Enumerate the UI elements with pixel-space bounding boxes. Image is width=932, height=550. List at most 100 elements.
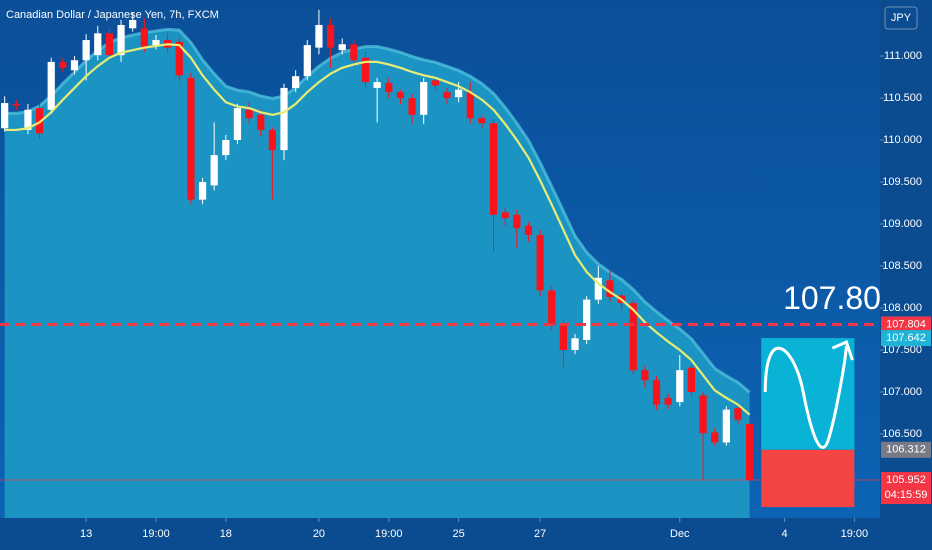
candle-body xyxy=(699,395,707,434)
candle-body xyxy=(501,212,509,219)
stop-zone xyxy=(761,449,855,508)
candle-body xyxy=(431,80,439,86)
candle-body xyxy=(711,432,719,443)
candle-body xyxy=(513,214,521,229)
price-label-box xyxy=(881,441,931,458)
candle-body xyxy=(1,103,9,129)
candle-body xyxy=(722,409,730,443)
price-label: 107.804 xyxy=(886,318,926,330)
chart-title: Canadian Dollar / Japanese Yen, 7h, FXCM xyxy=(6,9,219,21)
cloud-edge xyxy=(4,27,751,394)
candle-body xyxy=(94,33,102,56)
candle-body xyxy=(641,370,649,381)
candle-body xyxy=(198,182,207,200)
candle-body xyxy=(233,108,242,141)
candle-body xyxy=(629,302,637,371)
x-tick-label: 13 xyxy=(80,528,92,540)
wave-arrow xyxy=(763,345,848,449)
candle-body xyxy=(664,397,672,405)
x-tick-label: 20 xyxy=(313,528,325,540)
candle-body xyxy=(489,123,498,215)
price-label: 106.312 xyxy=(886,444,926,456)
y-tick-label: 106.500 xyxy=(882,428,922,440)
candle-body xyxy=(373,82,381,88)
candle-body xyxy=(292,76,300,88)
x-tick-label: 18 xyxy=(220,528,232,540)
candle-body xyxy=(338,44,346,51)
candle-body xyxy=(47,61,55,110)
candle-body xyxy=(82,40,90,61)
candle-body xyxy=(187,77,195,200)
y-tick-label: 109.000 xyxy=(882,218,922,230)
candle-body xyxy=(280,87,288,151)
candle-body xyxy=(548,290,556,325)
price-label-box xyxy=(881,472,931,505)
candle-body xyxy=(478,118,486,124)
candle-body xyxy=(24,109,32,130)
candle-body xyxy=(559,324,567,351)
countdown: 04:15:59 xyxy=(885,489,928,501)
x-tick-label: 19:00 xyxy=(142,528,170,540)
price-label-box xyxy=(881,330,931,347)
currency: JPY xyxy=(891,12,912,24)
candle-body xyxy=(583,299,591,340)
candle-body xyxy=(350,44,358,61)
candle-body xyxy=(303,45,311,77)
x-tick-label: 4 xyxy=(781,528,787,540)
layer: 106.500 107.000 107.500 108.000 108.500 109.0… xyxy=(0,9,931,540)
currency-box[interactable] xyxy=(884,6,918,30)
candle-body xyxy=(676,370,684,403)
candle-body xyxy=(455,89,463,98)
x-tick-label: Dec xyxy=(670,528,690,540)
candle-body xyxy=(734,407,742,420)
candle-body xyxy=(687,367,696,393)
annotation: 107.80 xyxy=(783,280,881,316)
y-tick-label: 110.000 xyxy=(883,134,922,146)
candle-body xyxy=(117,24,125,56)
candle-body xyxy=(105,33,114,56)
price-label-box xyxy=(881,316,931,333)
candle-body xyxy=(70,60,79,71)
candle-body xyxy=(326,24,335,48)
candle-body xyxy=(12,103,20,106)
candle-body xyxy=(536,234,544,291)
candle-body xyxy=(385,82,393,93)
price-label: 107.642 xyxy=(886,332,926,344)
candle-body xyxy=(396,92,405,99)
y-tick-label: 108.500 xyxy=(882,260,922,272)
candle-body xyxy=(222,140,230,156)
candle-body xyxy=(361,57,370,83)
y-tick-label: 108.000 xyxy=(882,302,922,314)
candle-body xyxy=(524,225,533,235)
y-tick-label: 109.500 xyxy=(882,176,922,188)
x-tick-label: 19:00 xyxy=(375,528,403,540)
candle-body xyxy=(746,423,754,481)
candle-body xyxy=(129,19,137,29)
candle-body xyxy=(59,61,67,68)
candle-body xyxy=(594,277,602,300)
candle-body xyxy=(210,155,218,186)
moving-average xyxy=(4,43,751,416)
candle-body xyxy=(152,40,160,46)
candle-body xyxy=(140,28,148,48)
candle-body xyxy=(257,114,265,130)
candle-body xyxy=(652,380,661,405)
y-tick-label: 110.500 xyxy=(883,92,922,104)
y-tick-label: 107.000 xyxy=(882,386,922,398)
candle-body xyxy=(466,92,474,119)
x-tick-label: 25 xyxy=(452,528,464,540)
candle-body xyxy=(315,24,323,48)
candle-body xyxy=(408,98,416,115)
candle-body xyxy=(245,109,253,119)
y-tick-label: 107.500 xyxy=(882,344,922,356)
candle-body xyxy=(35,108,44,134)
price-label: 105.952 xyxy=(886,474,926,486)
candle-body xyxy=(571,338,579,351)
candle-body xyxy=(443,92,451,99)
candle-body xyxy=(175,41,183,76)
x-tick-label: 27 xyxy=(534,528,546,540)
candle-body xyxy=(606,280,614,298)
time-axis xyxy=(0,518,880,550)
candle-body xyxy=(268,129,276,151)
